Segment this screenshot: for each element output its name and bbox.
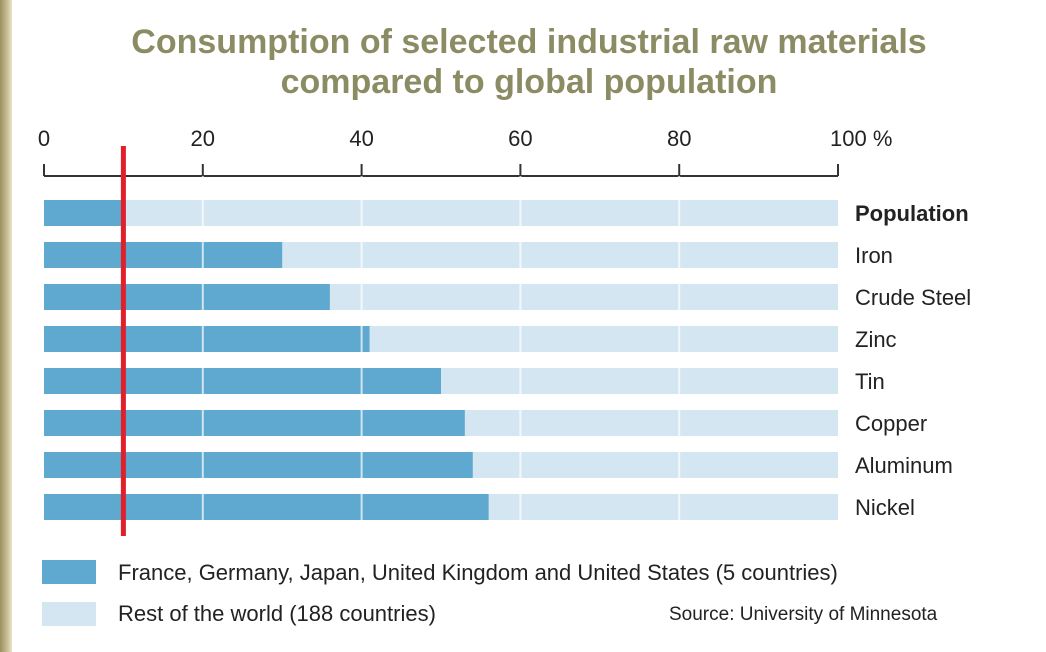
- category-label: Population: [855, 201, 969, 226]
- bar-five-countries: [44, 242, 283, 268]
- category-label: Nickel: [855, 495, 915, 520]
- left-frame-decoration: [0, 0, 12, 652]
- category-label: Tin: [855, 369, 885, 394]
- bar-five-countries: [44, 410, 465, 436]
- category-label: Zinc: [855, 327, 897, 352]
- source-note: Source: University of Minnesota: [669, 604, 938, 625]
- category-label: Crude Steel: [855, 285, 971, 310]
- bar-five-countries: [44, 452, 473, 478]
- chart-title-text: Consumption of selected industrial raw m…: [131, 23, 926, 101]
- x-tick-label: 100 %: [830, 126, 892, 151]
- bar-five-countries: [44, 326, 370, 352]
- legend-label-rest-of-world: Rest of the world (188 countries): [118, 601, 436, 626]
- x-tick-label: 60: [508, 126, 532, 151]
- bar-five-countries: [44, 368, 441, 394]
- bar-five-countries: [44, 284, 330, 310]
- bar-five-countries: [44, 494, 489, 520]
- x-tick-label: 40: [349, 126, 373, 151]
- category-label: Aluminum: [855, 453, 953, 478]
- chart-title-line-2: compared to global population: [280, 63, 778, 101]
- bar-five-countries: [44, 200, 124, 226]
- x-tick-label: 20: [191, 126, 215, 151]
- chart-title: Consumption of selected industrial raw m…: [12, 22, 1046, 102]
- chart-panel: Consumption of selected industrial raw m…: [12, 0, 1046, 652]
- legend-swatch-five-countries: [42, 560, 96, 584]
- category-label: Iron: [855, 243, 893, 268]
- legend-swatch-rest-of-world: [42, 602, 96, 626]
- x-tick-label: 0: [38, 126, 50, 151]
- bar-rest-of-world: [44, 200, 838, 226]
- legend-label-five-countries: France, Germany, Japan, United Kingdom a…: [118, 560, 838, 585]
- chart-title-line-1: Consumption of selected industrial raw m…: [131, 23, 927, 61]
- category-label: Copper: [855, 411, 927, 436]
- bar-chart: 0 20 40 60 80 100 % Population Iron Crude Steel Z…: [38, 126, 971, 536]
- x-tick-label: 80: [667, 126, 691, 151]
